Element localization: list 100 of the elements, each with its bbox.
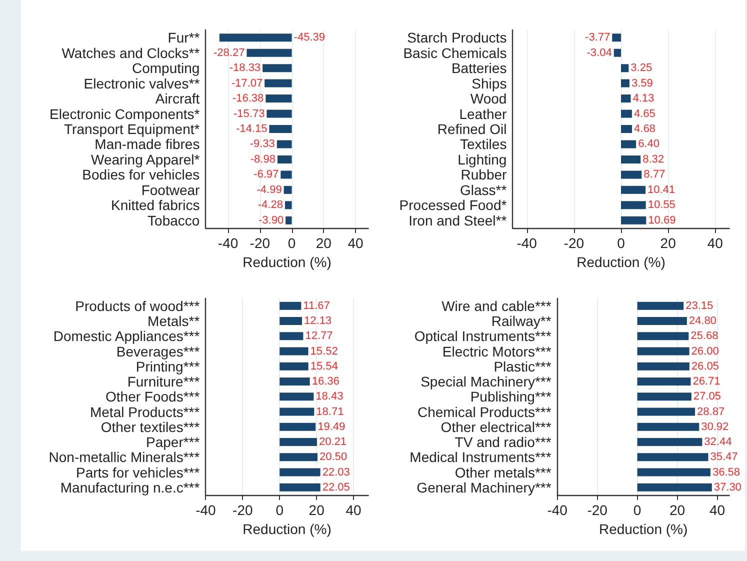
y-tick-label: Other electrical*** — [440, 418, 552, 435]
y-tick-label: Transport Equipment* — [64, 121, 200, 137]
data-label: 36.58 — [712, 466, 740, 478]
y-tick-label: Fur** — [168, 30, 200, 46]
data-label: 26.71 — [692, 376, 720, 388]
y-tick-label: Manufacturing n.e.c*** — [60, 479, 200, 496]
data-label: 4.68 — [634, 123, 656, 135]
data-label: 3.59 — [631, 77, 653, 90]
data-label: 15.52 — [310, 345, 338, 358]
bar — [637, 378, 691, 386]
y-tick-label: Textiles — [460, 136, 507, 152]
y-tick-label: Other Foods*** — [106, 388, 200, 405]
data-label: -3.04 — [586, 46, 612, 59]
data-label: 18.43 — [316, 390, 344, 403]
data-label: 26.05 — [691, 360, 719, 372]
bar — [637, 438, 702, 446]
data-label: 16.36 — [312, 376, 340, 388]
bar — [280, 483, 320, 492]
y-tick-label: Metals** — [148, 312, 200, 329]
data-label: 12.13 — [304, 314, 332, 327]
data-label: 19.49 — [318, 420, 346, 433]
data-label: 23.15 — [686, 300, 714, 312]
y-tick-label: Iron and Steel** — [408, 212, 508, 228]
y-tick-label: Refined Oil — [437, 121, 507, 137]
data-label: 10.55 — [648, 199, 676, 212]
data-label: 24.80 — [688, 314, 716, 327]
data-label: -6.97 — [254, 168, 279, 181]
y-tick-label: Optical Instruments*** — [414, 328, 552, 344]
data-label: -3.90 — [258, 214, 284, 226]
y-tick-label: Beverages*** — [116, 343, 200, 360]
y-tick-label: Electric Motors*** — [442, 343, 552, 360]
x-tick-label: 0 — [276, 502, 284, 518]
data-label: -4.28 — [258, 199, 283, 212]
bar — [621, 64, 629, 72]
bar — [280, 392, 314, 401]
data-label: 28.87 — [697, 406, 725, 418]
bar — [280, 468, 320, 476]
y-tick-label: Parts for vehicles*** — [76, 464, 200, 480]
x-tick-label: 20 — [660, 235, 676, 251]
y-tick-label: Domestic Appliances*** — [53, 328, 200, 344]
y-tick-label: Knitted fabrics — [110, 197, 200, 214]
y-tick-label: Wood — [470, 90, 507, 107]
data-label: 27.05 — [693, 390, 721, 403]
y-tick-label: Electronic valves** — [84, 75, 200, 92]
data-label: 20.50 — [319, 451, 348, 464]
data-label: 4.13 — [632, 92, 654, 105]
bar — [280, 302, 302, 310]
data-label: -18.33 — [229, 62, 261, 74]
bar — [621, 79, 630, 88]
data-label: 22.05 — [322, 481, 350, 494]
x-tick-label: 20 — [316, 235, 332, 251]
x-axis-title: Reduction (%) — [576, 254, 666, 270]
bar — [280, 332, 304, 340]
bar — [621, 125, 632, 133]
y-tick-label: Plastic*** — [494, 358, 552, 374]
x-tick-label: 40 — [348, 235, 364, 251]
y-tick-label: Watches and Clocks** — [62, 44, 200, 61]
data-label: 25.68 — [690, 330, 718, 342]
y-tick-label: General Machinery*** — [416, 479, 552, 496]
bar — [621, 201, 646, 210]
x-tick-label: -40 — [196, 502, 216, 518]
x-tick-label: 20 — [670, 502, 686, 518]
y-tick-label: Printing*** — [136, 358, 200, 374]
bar — [612, 34, 621, 42]
x-tick-label: -20 — [564, 235, 584, 251]
data-label: -16.38 — [232, 92, 264, 105]
bar — [637, 332, 689, 340]
data-label: -45.39 — [294, 32, 325, 44]
bar — [637, 362, 690, 370]
bar — [637, 316, 687, 325]
data-label: 4.65 — [634, 108, 656, 120]
data-label: 20.21 — [318, 436, 346, 448]
x-tick-label: 40 — [707, 235, 724, 251]
y-tick-label: Starch Products — [407, 30, 507, 46]
y-tick-label: Railway** — [491, 312, 552, 329]
y-tick-label: Furniture*** — [127, 374, 200, 390]
x-tick-label: -40 — [547, 502, 568, 518]
x-tick-label: 0 — [633, 502, 642, 518]
data-label: 3.25 — [630, 62, 652, 74]
bar — [637, 468, 710, 476]
x-axis-title: Reduction (%) — [242, 254, 332, 270]
y-tick-label: Electronic Components* — [50, 106, 200, 122]
data-label: -8.98 — [250, 153, 276, 166]
x-tick-label: -20 — [232, 502, 253, 518]
data-label: 22.03 — [322, 466, 350, 478]
x-tick-label: -20 — [587, 502, 608, 518]
y-tick-label: Special Machinery*** — [420, 374, 552, 390]
data-label: 15.54 — [310, 360, 338, 372]
data-label: 18.71 — [316, 406, 344, 418]
data-label: 10.69 — [648, 214, 676, 226]
x-axis-title: Reduction (%) — [242, 520, 332, 537]
x-tick-label: -40 — [218, 235, 238, 251]
y-tick-label: TV and radio*** — [454, 434, 552, 450]
bar — [621, 216, 646, 224]
bar — [280, 408, 314, 416]
y-tick-label: Chemical Products*** — [417, 404, 552, 420]
bar — [637, 483, 712, 492]
y-tick-label: Metal Products*** — [90, 404, 200, 420]
bar — [621, 110, 632, 118]
y-tick-label: Non-metallic Minerals*** — [48, 449, 200, 466]
